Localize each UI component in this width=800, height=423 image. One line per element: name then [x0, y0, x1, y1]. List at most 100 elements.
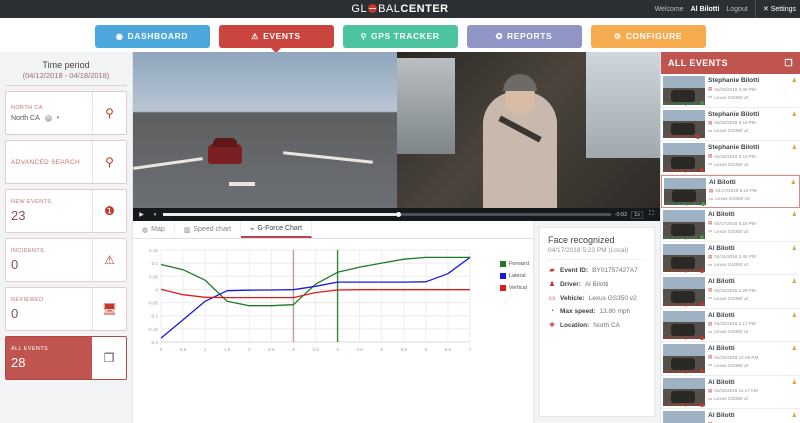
svg-text:-0.05: -0.05 [148, 301, 159, 306]
advanced-search-card[interactable]: ADVANCED SEARCH ⚲ [5, 140, 127, 184]
nav-tab-dashboard[interactable]: ◉ DASHBOARD [94, 24, 210, 48]
svg-text:-0.2: -0.2 [150, 340, 158, 345]
event-list-item[interactable]: Al Bilotti▤04/15/2018 11:02 AM▭Lexus GS3… [661, 409, 800, 423]
brand-pre: GL [351, 3, 368, 15]
scrubber-handle[interactable] [395, 211, 401, 217]
event-vehicle-line: ▭ Lexus GS350 v2 [708, 94, 798, 100]
svg-text:4.5: 4.5 [356, 347, 363, 352]
play-icon[interactable]: ▶ [139, 212, 144, 218]
location-select[interactable]: North CA ✕ ▾ [11, 114, 87, 122]
logout-link[interactable]: Logout [726, 5, 748, 13]
vehicle-ahead [208, 138, 242, 164]
volume-icon[interactable]: ◑ [152, 211, 157, 218]
search-icon[interactable]: ⚲ [92, 141, 126, 183]
event-thumbnail[interactable] [663, 377, 705, 406]
event-vehicle: Lexus GS350 v2 [714, 362, 749, 368]
status-dot-icon [699, 402, 704, 407]
nav-tab-reports[interactable]: ✪ REPORTS [466, 24, 582, 48]
event-date: 04/15/2018 11:02 AM [714, 422, 757, 423]
events-list[interactable]: Stephanie Bilotti ▤ 04/18/2018 4:05 PM ▭ Lex… [661, 74, 800, 423]
event-thumbnail[interactable] [663, 411, 705, 423]
svg-text:2: 2 [248, 347, 251, 352]
location-filter-card[interactable]: NORTH CA North CA ✕ ▾ ⚲ [5, 91, 127, 135]
stat-card-main: REVIEWED 0 [6, 288, 92, 330]
left-sidebar: Time period (04/12/2018 - 04/18/2018) NO… [0, 52, 133, 423]
event-driver-name: Al Bilotti [708, 278, 735, 285]
chevron-down-icon[interactable]: ▾ [56, 115, 60, 121]
event-list-item[interactable]: Al Bilotti ▤ 04/17/2018 5:16 PM ▭ Lexus GS35… [661, 208, 800, 242]
map-pin-icon: ⚲ [92, 92, 126, 134]
event-status-badge: Face recognized [664, 335, 704, 340]
location-select-value: North CA [11, 114, 40, 122]
person-icon: ♟ [791, 245, 797, 252]
detail-row-label: Vehicle: [560, 294, 585, 302]
event-thumbnail[interactable] [663, 277, 705, 306]
events-panel-header: ALL EVENTS ❐ [661, 52, 800, 74]
event-vehicle: Lexus GS350 v2 [714, 262, 749, 267]
calendar-icon: ▤ [708, 253, 713, 259]
event-status-badge: Face recognized [664, 402, 704, 407]
map-pin-icon: ⚲ [360, 31, 367, 41]
nav-tab-gps-tracker[interactable]: ⚲ GPS TRACKER [342, 24, 458, 48]
fullscreen-icon[interactable]: ⛶ [649, 211, 654, 217]
stat-card-reviewed[interactable]: REVIEWED 0 🖥 [5, 287, 127, 331]
event-thumbnail[interactable] [663, 210, 705, 239]
event-vehicle: Lexus GS350 v2 [714, 329, 749, 334]
status-dot-icon [699, 302, 704, 306]
event-thumbnail[interactable] [663, 109, 705, 138]
stat-card-incidents[interactable]: INCIDENTS 0 ⚠ [5, 238, 127, 282]
person-icon: ♟ [791, 111, 797, 118]
svg-text:5: 5 [380, 347, 383, 352]
playback-rate[interactable]: 1x [631, 210, 643, 219]
stat-card-new-events[interactable]: NEW EVENTS 23 ❶ [5, 189, 127, 233]
stat-card-label: NEW EVENTS [11, 199, 52, 205]
status-dot-icon [699, 235, 704, 239]
legend-item-vertical[interactable]: Vertical [499, 285, 529, 291]
chart-tab-g-force-chart[interactable]: ⌁ G-Force Chart [241, 221, 313, 238]
event-thumbnail[interactable] [664, 177, 706, 205]
event-list-item[interactable]: Stephanie Bilotti ▤ 04/18/2018 3:16 PM ▭ Lex… [661, 107, 800, 141]
close-icon[interactable]: ✕ [44, 114, 52, 122]
legend-item-forward[interactable]: Forward [499, 261, 529, 267]
stat-card-label: INCIDENTS [11, 248, 45, 254]
event-list-item[interactable]: Al Bilotti ▤ 04/15/2018 12:28 PM ▭ Lexus GS3… [661, 342, 800, 376]
driver-camera-view[interactable] [396, 52, 660, 208]
event-list-item[interactable]: Al Bilotti ▤ 04/15/2018 1:28 PM ▭ Lexus GS35… [661, 275, 800, 309]
brand-post: CENTER [400, 3, 449, 15]
chart-column: ◍ Map ▥ Speed chart ⌁ G-Force Chart 0.15 0.1 0.… [133, 221, 534, 423]
stat-card-all-events[interactable]: ALL EVENTS 28 ❒ [5, 336, 127, 380]
event-vehicle: Lexus GS350 v2 [714, 161, 749, 167]
export-icon[interactable]: ❐ [784, 57, 793, 68]
brand-mid: BAL [378, 3, 401, 15]
event-vehicle-line: ▭ Lexus GS350 v2 [708, 228, 798, 234]
event-list-item[interactable]: Stephanie Bilotti ▤ 04/18/2018 3:10 PM ▭ Lex… [661, 141, 800, 175]
detail-row-value: Al Bilotti [584, 280, 609, 288]
lane-marking [133, 157, 203, 170]
chart-tab-map[interactable]: ◍ Map [133, 221, 175, 238]
event-tag-label: Face recognized [665, 201, 699, 206]
nav-tab-events[interactable]: ⚠ EVENTS [218, 24, 334, 53]
detail-row-label: Event ID: [560, 266, 589, 274]
calendar-icon: ▤ [708, 153, 713, 158]
event-list-item[interactable]: Al Bilotti ▤ 04/15/2018 1:45 PM ▭ Lexus GS35… [661, 241, 800, 275]
event-thumbnail[interactable] [663, 310, 705, 339]
nav-tab-configure[interactable]: ⚙ CONFIGURE [590, 24, 706, 48]
video-scrubber[interactable] [163, 211, 611, 217]
event-thumbnail[interactable] [663, 76, 705, 105]
event-thumbnail[interactable] [663, 344, 705, 373]
settings-button[interactable]: ✕ Settings [754, 0, 796, 18]
event-list-item[interactable]: Al Bilotti ▤ 04/17/2018 5:23 PM ▭ Lexus GS35… [661, 174, 800, 208]
legend-item-lateral[interactable]: Lateral [499, 273, 529, 279]
event-list-item[interactable]: Al Bilotti ▤ 04/15/2018 1:17 PM ▭ Lexus GS35… [661, 308, 800, 342]
event-thumbnail[interactable] [663, 243, 705, 272]
event-date-line: ▤ 04/17/2018 5:23 PM [709, 188, 797, 194]
chart-tab-speed-chart[interactable]: ▥ Speed chart [175, 221, 242, 238]
time-period-range[interactable]: (04/12/2018 - 04/18/2018) [5, 71, 127, 86]
page-body: Time period (04/12/2018 - 04/18/2018) NO… [0, 52, 800, 423]
svg-text:0.05: 0.05 [149, 274, 158, 279]
thumb-subject [672, 190, 696, 202]
event-list-item[interactable]: Stephanie Bilotti ▤ 04/18/2018 4:05 PM ▭ Lex… [661, 74, 800, 108]
event-list-item[interactable]: Al Bilotti ▤ 04/15/2018 11:17 AM ▭ Lexus GS3… [661, 375, 800, 409]
road-camera-view[interactable] [133, 52, 397, 208]
event-thumbnail[interactable] [663, 143, 705, 172]
